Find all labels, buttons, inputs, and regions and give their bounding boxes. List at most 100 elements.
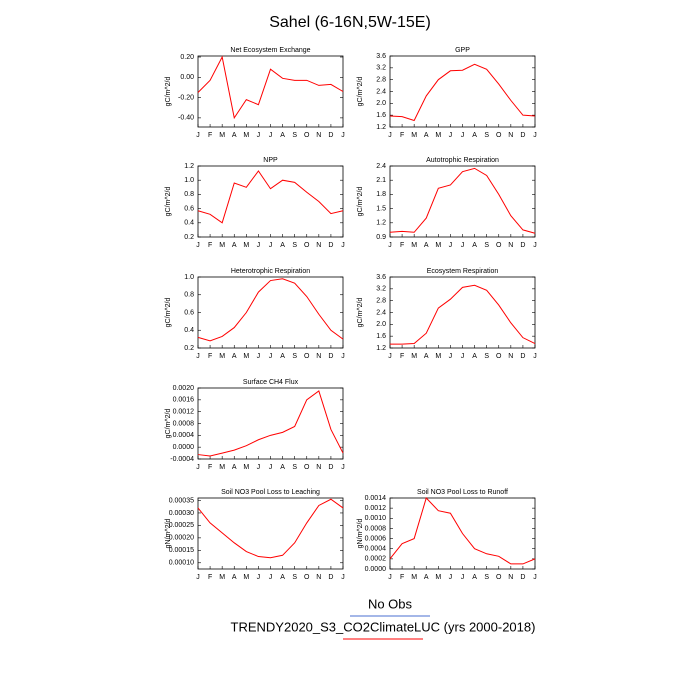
- x-tick-label: A: [232, 353, 237, 360]
- x-tick-label: O: [496, 353, 502, 360]
- x-tick-label: A: [280, 242, 285, 249]
- x-tick-label: N: [508, 132, 513, 139]
- x-tick-label: J: [449, 574, 453, 581]
- x-tick-label: J: [196, 132, 200, 139]
- x-tick-label: A: [232, 132, 237, 139]
- x-tick-label: M: [219, 353, 225, 360]
- x-tick-label: O: [304, 574, 310, 581]
- x-tick-label: A: [280, 464, 285, 471]
- x-tick-label: S: [292, 242, 297, 249]
- x-tick-label: A: [424, 132, 429, 139]
- y-tick-label: 0.00030: [169, 510, 194, 517]
- x-tick-label: A: [280, 353, 285, 360]
- x-tick-label: D: [520, 242, 525, 249]
- x-tick-label: N: [508, 353, 513, 360]
- y-axis-label: gN/m^2/d: [357, 519, 364, 549]
- y-tick-label: 1.5: [376, 205, 386, 212]
- panel-title: NPP: [263, 157, 278, 164]
- y-tick-label: -0.0004: [170, 456, 194, 463]
- x-tick-label: J: [257, 132, 261, 139]
- x-tick-label: J: [449, 132, 453, 139]
- x-tick-label: O: [496, 132, 502, 139]
- data-line: [197, 390, 344, 457]
- x-tick-label: D: [328, 353, 333, 360]
- y-tick-label: 0.0010: [365, 515, 387, 522]
- y-tick-label: 0.00025: [169, 522, 194, 529]
- y-tick-label: 2.4: [376, 88, 386, 95]
- y-tick-label: 0.0008: [173, 420, 195, 427]
- panel-title: Net Ecosystem Exchange: [230, 47, 310, 54]
- y-tick-label: 1.2: [184, 163, 194, 170]
- y-tick-label: 0.8: [184, 292, 194, 299]
- y-tick-label: 1.2: [376, 345, 386, 352]
- y-axis-label: gC/m^2/d: [357, 77, 364, 107]
- x-tick-label: D: [328, 464, 333, 471]
- data-line: [390, 284, 536, 345]
- x-tick-label: A: [232, 464, 237, 471]
- panel-title: Surface CH4 Flux: [243, 379, 299, 386]
- x-tick-label: D: [520, 132, 525, 139]
- x-tick-label: J: [461, 574, 465, 581]
- y-tick-label: 2.0: [376, 100, 386, 107]
- y-tick-label: 0.0000: [173, 444, 195, 451]
- x-tick-label: J: [269, 242, 273, 249]
- x-tick-label: M: [243, 242, 249, 249]
- y-tick-label: 0.9: [376, 234, 386, 241]
- y-axis-label: gC/m^2/d: [165, 187, 172, 217]
- y-axis-label: gC/m^2/d: [165, 409, 172, 439]
- y-tick-label: 2.1: [376, 177, 386, 184]
- y-tick-label: 2.4: [376, 309, 386, 316]
- x-tick-label: F: [400, 242, 404, 249]
- y-tick-label: 0.2: [184, 345, 194, 352]
- x-tick-label: M: [411, 574, 417, 581]
- x-tick-label: J: [388, 574, 392, 581]
- x-tick-label: A: [472, 353, 477, 360]
- y-tick-label: 0.00010: [169, 560, 194, 567]
- x-tick-label: F: [400, 574, 404, 581]
- y-tick-label: 0.00015: [169, 547, 194, 554]
- x-tick-label: D: [328, 574, 333, 581]
- plot-frame: [197, 55, 344, 128]
- panel-title: Soil NO3 Pool Loss to Runoff: [417, 489, 508, 496]
- y-tick-label: 0.4: [184, 327, 194, 334]
- y-tick-label: 0.0006: [365, 535, 387, 542]
- y-tick-label: 0.0012: [365, 505, 387, 512]
- x-tick-label: N: [316, 464, 321, 471]
- x-tick-label: S: [292, 574, 297, 581]
- x-tick-label: J: [449, 353, 453, 360]
- x-tick-label: S: [292, 464, 297, 471]
- y-tick-label: 0.0000: [365, 566, 387, 573]
- x-tick-label: J: [341, 464, 345, 471]
- x-tick-label: J: [388, 242, 392, 249]
- x-tick-label: A: [472, 574, 477, 581]
- x-tick-label: M: [435, 132, 441, 139]
- plot-frame: [389, 55, 536, 128]
- y-tick-label: 3.6: [376, 53, 386, 60]
- panel-title: Ecosystem Respiration: [427, 268, 499, 275]
- x-tick-label: A: [472, 132, 477, 139]
- x-tick-label: A: [232, 242, 237, 249]
- x-tick-label: S: [484, 132, 489, 139]
- y-axis-label: gC/m^2/d: [165, 77, 172, 107]
- x-tick-label: M: [219, 132, 225, 139]
- x-tick-label: M: [435, 242, 441, 249]
- panel-title: GPP: [455, 47, 470, 54]
- x-tick-label: A: [424, 353, 429, 360]
- x-tick-label: N: [508, 574, 513, 581]
- x-tick-label: J: [257, 464, 261, 471]
- y-tick-label: 1.6: [376, 112, 386, 119]
- x-tick-label: F: [208, 574, 212, 581]
- legend-label: TRENDY2020_S3_CO2ClimateLUC (yrs 2000-20…: [231, 619, 536, 634]
- plot-frame: [389, 165, 536, 238]
- x-tick-label: M: [411, 242, 417, 249]
- x-tick-label: J: [269, 353, 273, 360]
- x-tick-label: F: [208, 353, 212, 360]
- x-tick-label: J: [461, 242, 465, 249]
- x-tick-label: N: [316, 242, 321, 249]
- y-tick-label: 0.8: [184, 191, 194, 198]
- y-tick-label: 0.00035: [169, 497, 194, 504]
- y-tick-label: 3.2: [376, 65, 386, 72]
- panel-title: Soil NO3 Pool Loss to Leaching: [221, 489, 320, 496]
- x-tick-label: A: [472, 242, 477, 249]
